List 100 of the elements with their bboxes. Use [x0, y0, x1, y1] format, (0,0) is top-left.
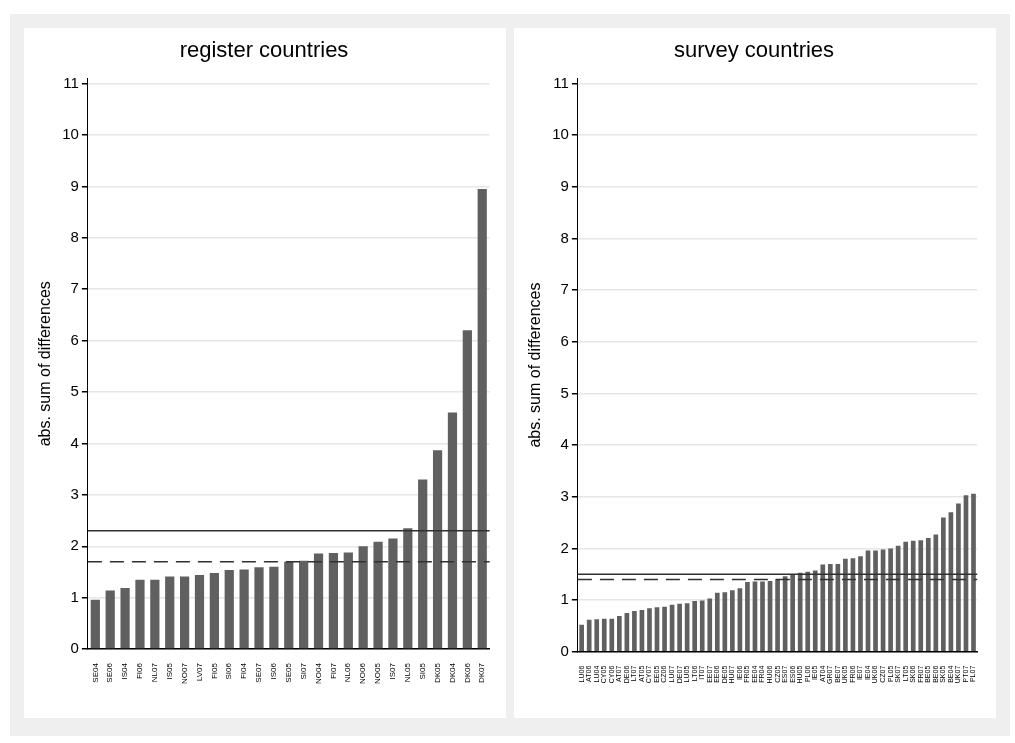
bar — [617, 616, 622, 651]
bar — [903, 541, 909, 651]
y-tick-label: 11 — [63, 73, 79, 91]
bar — [269, 566, 279, 649]
bar — [677, 603, 682, 651]
bar — [586, 619, 592, 651]
x-tick-label: FI05 — [209, 662, 219, 680]
y-tick-label: 2 — [70, 536, 79, 554]
bar — [447, 412, 458, 649]
bar — [925, 538, 931, 651]
y-tick-label: 8 — [70, 227, 79, 245]
x-tick-label: NL05 — [403, 662, 413, 683]
x-tick-label: IS06 — [269, 662, 279, 680]
bar — [632, 610, 637, 651]
bar — [910, 540, 916, 651]
bar — [150, 579, 160, 649]
bar — [90, 599, 100, 649]
bar — [209, 573, 219, 649]
y-tick-label: 2 — [560, 538, 569, 556]
x-tick-label: FI06 — [135, 662, 145, 680]
y-tick-label: 5 — [70, 382, 79, 400]
bar — [403, 528, 413, 649]
bar — [745, 581, 750, 651]
bar — [418, 479, 428, 649]
bar — [797, 572, 803, 651]
x-tick-label: SI07 — [298, 662, 308, 680]
bar — [105, 590, 115, 649]
bar — [432, 450, 443, 649]
bar — [647, 608, 652, 651]
y-tick-label: 1 — [70, 587, 79, 605]
x-tick-label: NO06 — [358, 662, 368, 685]
bar — [812, 570, 818, 651]
bar — [956, 503, 961, 651]
y-tick-label: 7 — [560, 280, 569, 298]
bar — [843, 558, 848, 651]
x-tick-label: LV07 — [194, 662, 204, 682]
bar — [135, 579, 145, 649]
bar — [388, 538, 398, 649]
y-tick-label: 5 — [560, 383, 569, 401]
chart-title: register countries — [179, 37, 349, 63]
x-tick-label: FI04 — [239, 662, 249, 680]
y-tick-label: 9 — [70, 176, 79, 194]
x-tick-label: SE07 — [254, 662, 264, 683]
y-tick-label: 4 — [70, 433, 79, 451]
bar — [707, 598, 713, 651]
bar — [775, 578, 780, 651]
bar — [594, 619, 600, 651]
x-tick-label: IS07 — [388, 662, 398, 680]
bar — [313, 553, 324, 649]
bar — [730, 590, 735, 651]
x-tick-label: NO05 — [373, 662, 383, 685]
bar — [827, 563, 833, 651]
x-tick-label: DK07 — [477, 662, 487, 684]
x-tick-label: SE04 — [90, 662, 100, 683]
bar — [790, 574, 795, 651]
x-tick-label: SI05 — [417, 662, 427, 680]
bar — [299, 560, 309, 649]
y-tick-label: 0 — [560, 641, 569, 659]
bar — [805, 571, 811, 651]
bar — [179, 576, 190, 649]
bar — [858, 556, 863, 651]
y-tick-label: 4 — [560, 435, 569, 453]
bar — [194, 575, 205, 649]
bar — [760, 581, 765, 651]
bar — [120, 587, 130, 649]
bar — [284, 561, 294, 649]
bar — [165, 576, 175, 649]
y-tick-label: 11 — [553, 73, 569, 91]
y-tick-label: 6 — [560, 331, 569, 349]
bar — [609, 618, 615, 651]
bar — [601, 618, 607, 651]
x-tick-label: IS05 — [164, 662, 174, 680]
x-tick-label: SI06 — [224, 662, 234, 680]
y-tick-label: 7 — [70, 279, 79, 297]
x-tick-label: IS04 — [120, 662, 130, 680]
bar — [358, 546, 368, 649]
bar — [373, 541, 383, 649]
bar — [224, 569, 234, 649]
y-tick-label: 1 — [560, 590, 569, 608]
bar — [462, 330, 472, 649]
y-tick-label: 10 — [552, 125, 569, 143]
bar — [941, 517, 946, 651]
y-tick-label: 10 — [62, 125, 79, 143]
bar — [820, 564, 826, 651]
x-tick-label: DK06 — [462, 662, 472, 684]
bar — [254, 567, 264, 649]
bar — [918, 540, 924, 651]
bar — [714, 592, 720, 651]
x-tick-label: NO07 — [179, 662, 189, 685]
y-tick-label: 9 — [560, 177, 569, 195]
chart-title: survey countries — [673, 37, 835, 63]
y-tick-label: 6 — [70, 330, 79, 348]
bar — [579, 624, 584, 651]
y-tick-label: 0 — [70, 639, 79, 657]
bar — [343, 552, 353, 649]
y-axis-title: abs. sum of differences — [526, 282, 544, 448]
bar — [662, 606, 667, 651]
x-tick-label: NL06 — [343, 662, 353, 683]
x-tick-label: SE05 — [283, 662, 293, 683]
x-tick-label: NL07 — [150, 662, 160, 683]
